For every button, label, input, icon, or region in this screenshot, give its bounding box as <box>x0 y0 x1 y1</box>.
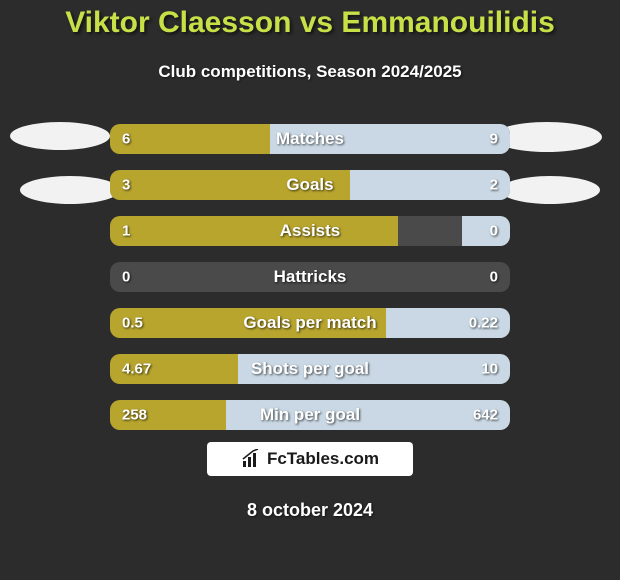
stat-row: Goals 3 2 <box>110 170 510 200</box>
stat-value-left: 3 <box>122 177 130 194</box>
page-title: Viktor Claesson vs Emmanouilidis <box>0 6 620 40</box>
stat-value-left: 6 <box>122 131 130 148</box>
footer-date-text: 8 october 2024 <box>247 500 373 520</box>
stat-bar-right <box>462 216 510 246</box>
stat-label: Assists <box>280 221 340 241</box>
stat-value-right: 9 <box>490 131 498 148</box>
chart-icon <box>241 449 261 469</box>
stat-value-left: 0 <box>122 269 130 286</box>
stat-bar-left <box>110 124 270 154</box>
title-text: Viktor Claesson vs Emmanouilidis <box>65 6 555 39</box>
site-logo: FcTables.com <box>207 442 413 476</box>
stat-bar-left <box>110 216 398 246</box>
stat-row: Shots per goal 4.67 10 <box>110 354 510 384</box>
stat-label: Shots per goal <box>251 359 369 379</box>
stat-value-right: 2 <box>490 177 498 194</box>
stat-label: Goals <box>286 175 333 195</box>
stat-value-left: 4.67 <box>122 361 151 378</box>
stat-bar-right <box>350 170 510 200</box>
stat-value-left: 258 <box>122 407 147 424</box>
stat-value-right: 642 <box>473 407 498 424</box>
stat-value-right: 0 <box>490 223 498 240</box>
stat-value-right: 0 <box>490 269 498 286</box>
avatar-ellipse <box>10 122 110 150</box>
avatar-ellipse <box>20 176 120 204</box>
stat-value-left: 0.5 <box>122 315 143 332</box>
stat-row: Hattricks 0 0 <box>110 262 510 292</box>
stat-value-right: 10 <box>481 361 498 378</box>
comparison-canvas: Viktor Claesson vs Emmanouilidis Club co… <box>0 0 620 580</box>
stat-value-left: 1 <box>122 223 130 240</box>
subtitle-text: Club competitions, Season 2024/2025 <box>158 62 461 81</box>
stat-label: Hattricks <box>274 267 347 287</box>
stat-label: Min per goal <box>260 405 360 425</box>
site-logo-text: FcTables.com <box>267 449 379 469</box>
stat-bars: Matches69Goals32Assists10Hattricks00Goal… <box>110 124 510 430</box>
stat-label: Matches <box>276 129 344 149</box>
page-subtitle: Club competitions, Season 2024/2025 <box>0 62 620 82</box>
footer-date: 8 october 2024 <box>0 500 620 521</box>
stat-label: Goals per match <box>243 313 376 333</box>
stat-row: Goals per match 0.5 0.22 <box>110 308 510 338</box>
stat-row: Min per goal 258 642 <box>110 400 510 430</box>
avatar-ellipse <box>500 176 600 204</box>
stat-row: Assists 1 0 <box>110 216 510 246</box>
stat-row: Matches 6 9 <box>110 124 510 154</box>
stat-value-right: 0.22 <box>469 315 498 332</box>
